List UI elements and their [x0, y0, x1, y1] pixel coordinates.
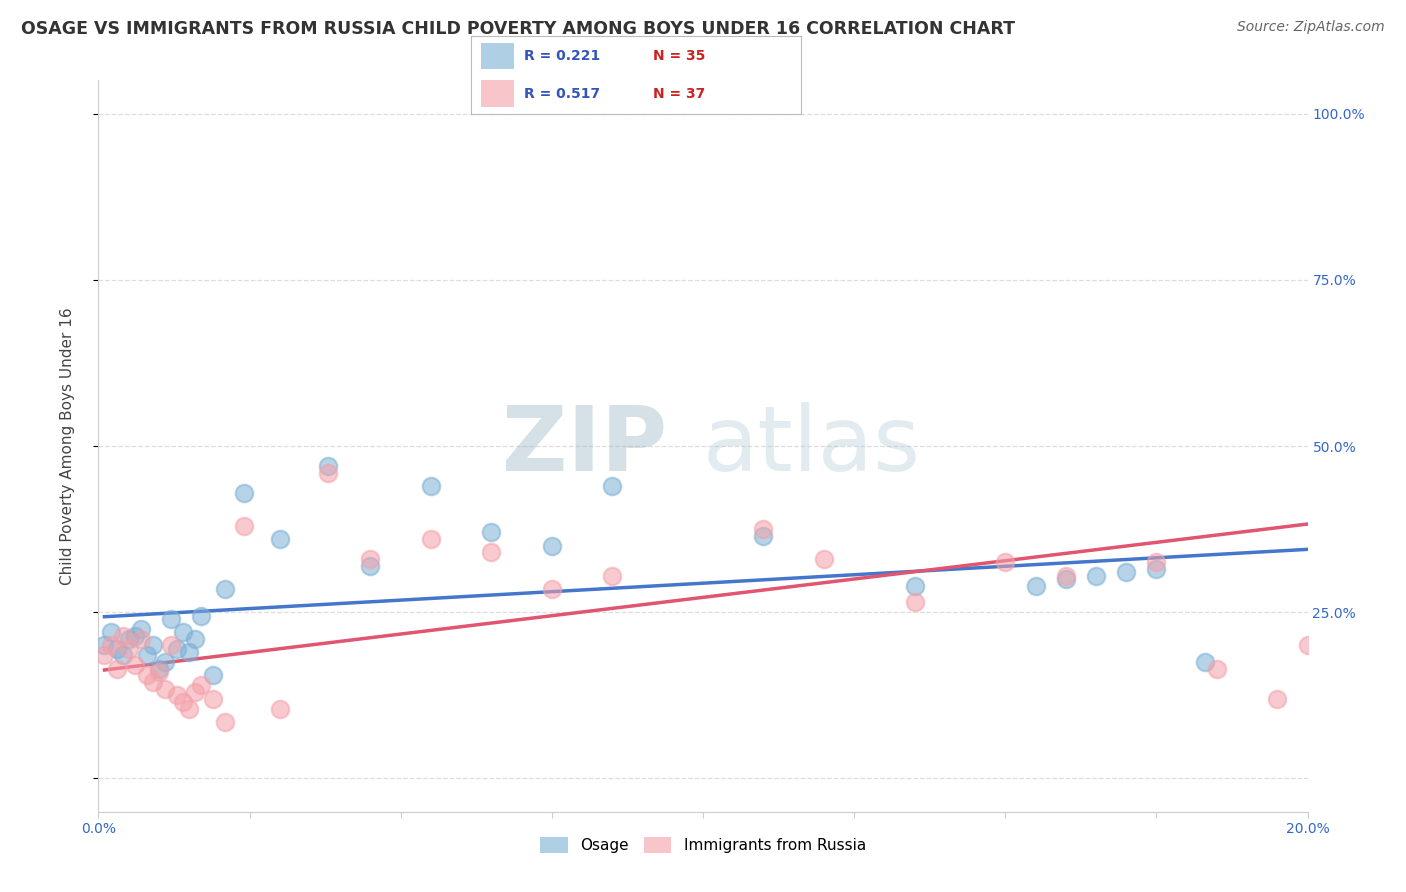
Point [142, 639, 165, 653]
Point [602, 568, 624, 582]
Point [481, 525, 503, 540]
Point [1024, 579, 1046, 593]
Point [202, 691, 225, 706]
Point [148, 665, 170, 679]
Point [190, 608, 212, 623]
Point [93, 639, 115, 653]
Point [160, 639, 183, 653]
Point [752, 529, 775, 543]
Point [124, 658, 146, 673]
Point [105, 641, 128, 656]
Point [111, 648, 134, 663]
Point [135, 648, 157, 663]
Point [232, 518, 254, 533]
Point [602, 479, 624, 493]
Point [142, 675, 165, 690]
Point [1194, 655, 1216, 669]
Point [129, 632, 152, 646]
Text: atlas: atlas [703, 402, 921, 490]
Point [1296, 639, 1319, 653]
Point [214, 582, 236, 596]
Point [540, 582, 562, 596]
Legend: Osage, Immigrants from Russia: Osage, Immigrants from Russia [534, 830, 872, 859]
Bar [481, 80, 515, 107]
Text: N = 35: N = 35 [652, 49, 706, 63]
Point [1054, 568, 1077, 582]
Text: R = 0.221: R = 0.221 [524, 49, 600, 63]
Point [813, 552, 835, 566]
Point [232, 485, 254, 500]
Point [148, 662, 170, 676]
Point [190, 678, 212, 692]
Point [1267, 691, 1289, 706]
Point [481, 545, 503, 559]
Point [540, 539, 562, 553]
Text: R = 0.517: R = 0.517 [524, 87, 600, 101]
Point [1144, 555, 1167, 569]
Point [118, 641, 141, 656]
Point [994, 555, 1017, 569]
Bar [481, 43, 515, 70]
Point [1144, 562, 1167, 576]
Text: OSAGE VS IMMIGRANTS FROM RUSSIA CHILD POVERTY AMONG BOYS UNDER 16 CORRELATION CH: OSAGE VS IMMIGRANTS FROM RUSSIA CHILD PO… [21, 20, 1015, 37]
Point [100, 625, 122, 640]
Point [316, 458, 339, 473]
Point [214, 714, 236, 729]
Point [111, 628, 134, 642]
Point [135, 668, 157, 682]
Point [1054, 572, 1077, 586]
Point [179, 701, 201, 715]
Point [752, 522, 775, 536]
Point [1085, 568, 1108, 582]
Point [166, 641, 188, 656]
Point [360, 558, 382, 573]
Point [904, 595, 927, 609]
Text: ZIP: ZIP [502, 402, 666, 490]
Point [904, 579, 927, 593]
Point [118, 632, 141, 646]
Point [184, 685, 207, 699]
Point [153, 655, 176, 669]
Text: N = 37: N = 37 [652, 87, 704, 101]
Point [160, 612, 183, 626]
Point [153, 681, 176, 696]
Point [420, 479, 443, 493]
Point [124, 628, 146, 642]
Point [184, 632, 207, 646]
Point [172, 695, 194, 709]
Point [100, 639, 122, 653]
Y-axis label: Child Poverty Among Boys Under 16: Child Poverty Among Boys Under 16 [60, 307, 75, 585]
Point [129, 622, 152, 636]
Point [172, 625, 194, 640]
Point [269, 532, 291, 546]
Point [202, 668, 225, 682]
Point [1115, 566, 1137, 580]
Text: Source: ZipAtlas.com: Source: ZipAtlas.com [1237, 20, 1385, 34]
Point [360, 552, 382, 566]
Point [1206, 662, 1229, 676]
Point [93, 648, 115, 663]
Point [179, 645, 201, 659]
Point [420, 532, 443, 546]
Point [269, 701, 291, 715]
Point [166, 689, 188, 703]
Point [316, 466, 339, 480]
Point [105, 662, 128, 676]
